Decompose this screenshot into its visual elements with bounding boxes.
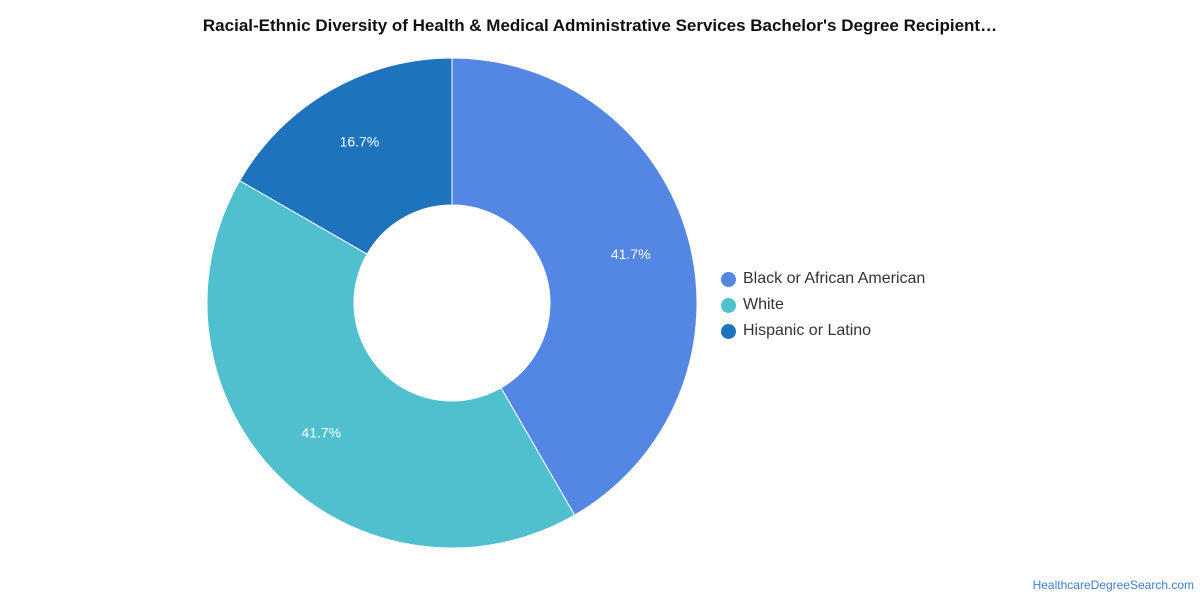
slice-labels: 41.7% 41.7% 16.7%	[301, 134, 650, 441]
donut-slices	[206, 57, 698, 549]
legend-label: Black or African American	[743, 270, 926, 287]
donut-slice-white[interactable]	[206, 180, 576, 549]
legend-item-hispanic-or-latino[interactable]: Hispanic or Latino	[721, 318, 925, 344]
legend-label: White	[743, 296, 784, 313]
slice-value-label: 41.7%	[301, 425, 341, 441]
legend: Black or African American White Hispanic…	[721, 266, 925, 344]
donut-slice-black-or-african-american[interactable]	[451, 57, 698, 516]
legend-marker-icon	[721, 297, 736, 313]
legend-marker-icon	[721, 271, 736, 287]
legend-item-white[interactable]: White	[721, 292, 925, 318]
slice-value-label: 41.7%	[611, 246, 651, 262]
legend-item-black-or-african-american[interactable]: Black or African American	[721, 266, 925, 292]
source-credit-link[interactable]: HealthcareDegreeSearch.com	[1032, 578, 1194, 592]
legend-marker-icon	[721, 323, 736, 339]
slice-value-label: 16.7%	[340, 134, 380, 150]
donut-slice-hispanic-or-latino[interactable]	[239, 57, 453, 255]
legend-label: Hispanic or Latino	[743, 322, 872, 339]
chart-title: Racial-Ethnic Diversity of Health & Medi…	[202, 16, 998, 35]
